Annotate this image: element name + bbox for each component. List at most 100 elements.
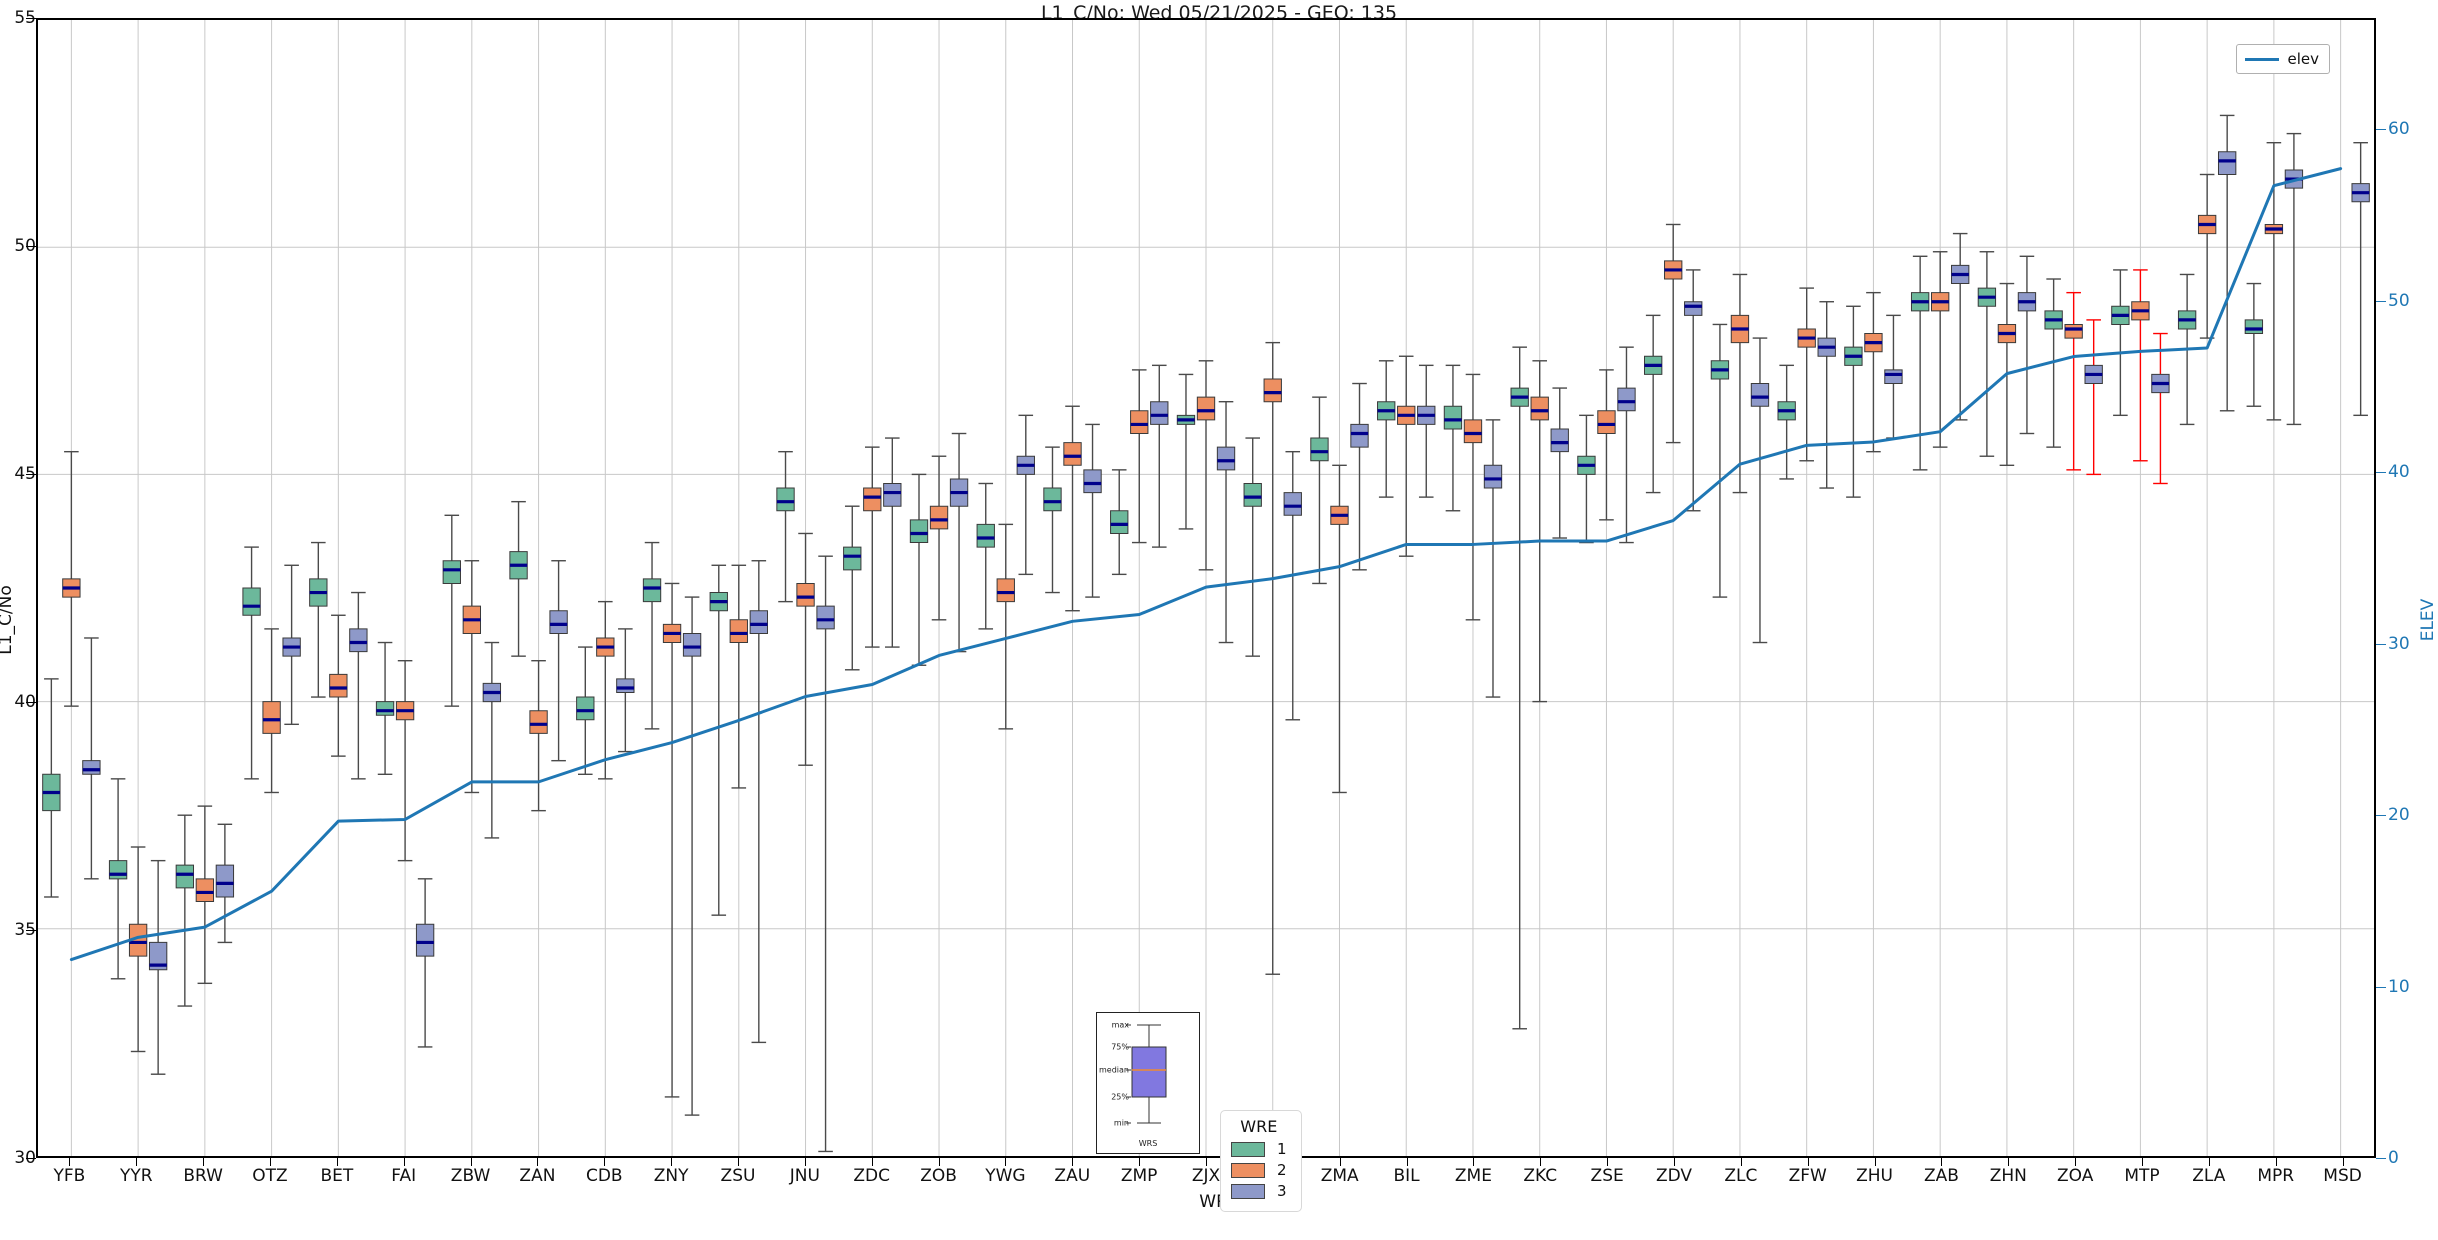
y-axis-tick-label: 55 xyxy=(14,8,36,28)
y-axis-label: L1_C/No xyxy=(0,585,16,655)
x-axis-tick-label-bet: BET xyxy=(320,1166,354,1186)
x-axis-tick-label-zma: ZMA xyxy=(1320,1166,1359,1186)
x-axis-tick-label-cdb: CDB xyxy=(585,1166,623,1186)
y-axis-tick-label: 45 xyxy=(14,464,36,484)
elev-line-swatch xyxy=(2245,57,2280,61)
y-axis-tick-mark xyxy=(26,474,36,475)
x-axis-tick-mark xyxy=(136,1158,138,1166)
x-axis-tick-mark xyxy=(2008,1158,2010,1166)
boxplot-key-label: 75% xyxy=(1111,1042,1129,1052)
x-axis-tick-label-mpr: MPR xyxy=(2257,1166,2295,1186)
x-axis-tick-mark xyxy=(1005,1158,1007,1166)
secondary-y-axis-tick-mark xyxy=(2376,986,2386,988)
x-axis-tick-label-zlc: ZLC xyxy=(1724,1166,1758,1186)
secondary-y-axis-tick-mark xyxy=(2376,300,2386,302)
x-axis-tick-mark xyxy=(671,1158,673,1166)
x-axis-tick-label-yfb: YFB xyxy=(53,1166,86,1186)
boxplot-key-xlabel: WRS xyxy=(1138,1139,1158,1148)
x-axis-tick-mark xyxy=(2142,1158,2143,1166)
x-axis-tick-mark xyxy=(871,1158,873,1166)
boxplot-key-inset: max 75% median 25% min WRS xyxy=(1096,1012,1200,1154)
secondary-y-axis-tick-mark xyxy=(2376,1158,2386,1159)
x-axis-tick-label-zau: ZAU xyxy=(1054,1166,1091,1186)
x-axis-tick-label-zdv: ZDV xyxy=(1655,1166,1693,1186)
secondary-y-axis-tick-label: 0 xyxy=(2388,1148,2399,1168)
wre-color-swatch xyxy=(1231,1183,1265,1199)
x-axis-tick-label-zan: ZAN xyxy=(519,1166,556,1186)
boxplot-key-label: max xyxy=(1111,1020,1129,1030)
plot-area: elev xyxy=(36,18,2376,1158)
x-axis-tick-label-zla: ZLA xyxy=(2192,1166,2226,1186)
x-axis-tick-mark xyxy=(336,1158,338,1166)
x-axis-tick-label-zhu: ZHU xyxy=(1856,1166,1893,1186)
x-axis-tick-mark xyxy=(69,1158,71,1166)
y-axis-tick-mark xyxy=(26,246,36,247)
wre-legend-label: 3 xyxy=(1277,1182,1287,1200)
wre-color-swatch xyxy=(1231,1162,1265,1178)
x-axis-tick-label-zbw: ZBW xyxy=(450,1166,491,1186)
x-axis-tick-label-zoa: ZOA xyxy=(2056,1166,2094,1186)
x-axis-tick-label-yyr: YYR xyxy=(119,1166,153,1186)
x-axis-tick-mark xyxy=(1941,1158,1943,1166)
x-axis-tick-mark xyxy=(2208,1158,2210,1166)
x-axis-tick-mark xyxy=(604,1158,606,1166)
wre-legend-label: 2 xyxy=(1277,1161,1287,1179)
x-axis-tick-label-zab: ZAB xyxy=(1923,1166,1959,1186)
boxplot-key-figure xyxy=(1126,1024,1167,1124)
x-axis-tick-mark xyxy=(2075,1158,2077,1166)
x-axis-tick-label-zse: ZSE xyxy=(1590,1166,1624,1186)
wre-legend-item-3[interactable]: 3 xyxy=(1231,1182,1287,1200)
x-axis-tick-mark xyxy=(537,1158,539,1166)
wre-legend[interactable]: WRE 1 2 3 xyxy=(1220,1110,1302,1212)
x-axis-tick-label-zmp: ZMP xyxy=(1120,1166,1158,1186)
wre-legend-items: 1 2 3 xyxy=(1231,1140,1287,1200)
secondary-y-axis-tick-mark xyxy=(2376,815,2386,817)
y-axis-tick-mark xyxy=(26,930,36,931)
plot-inner xyxy=(38,20,2374,1156)
x-axis-tick-mark xyxy=(1139,1158,1141,1166)
secondary-y-axis-tick-mark xyxy=(2376,129,2386,131)
secondary-y-axis-tick-label: 40 xyxy=(2388,462,2410,483)
x-axis-tick-label-otz: OTZ xyxy=(252,1166,288,1186)
wre-legend-title: WRE xyxy=(1240,1117,1278,1136)
x-axis-tick-mark xyxy=(1206,1158,1207,1166)
x-axis-tick-mark xyxy=(1674,1158,1675,1166)
secondary-y-axis-tick-mark xyxy=(2376,643,2386,645)
elev-legend-label: elev xyxy=(2287,50,2319,68)
x-axis-tick-label-brw: BRW xyxy=(183,1166,223,1186)
x-axis-tick-mark xyxy=(403,1158,405,1166)
x-axis-tick-mark xyxy=(738,1158,739,1166)
x-axis-tick-mark xyxy=(1473,1158,1475,1166)
wre-legend-item-2[interactable]: 2 xyxy=(1231,1161,1287,1179)
y-axis-tick-mark xyxy=(26,18,36,19)
x-axis-tick-label-zme: ZME xyxy=(1454,1166,1492,1186)
boxplot-key-label: min xyxy=(1113,1118,1129,1128)
x-axis-tick-label-ywg: YWG xyxy=(985,1166,1026,1186)
x-axis-tick-label-fai: FAI xyxy=(391,1166,417,1186)
elev-line-series xyxy=(38,20,2374,1156)
x-axis-tick-mark xyxy=(1540,1158,1542,1166)
x-axis-tick-label-zdc: ZDC xyxy=(853,1166,891,1186)
secondary-y-axis-tick-label: 30 xyxy=(2388,633,2410,654)
x-axis-tick-label-zkc: ZKC xyxy=(1523,1166,1558,1186)
x-axis-tick-mark xyxy=(804,1158,806,1166)
y-axis-tick-mark xyxy=(26,702,36,703)
x-axis-tick-label-mtp: MTP xyxy=(2124,1166,2160,1186)
x-axis-tick-mark xyxy=(1740,1158,1742,1166)
x-axis-tick-mark xyxy=(270,1158,271,1166)
x-axis-tick-label-zfw: ZFW xyxy=(1788,1166,1827,1186)
wre-legend-label: 1 xyxy=(1277,1140,1287,1158)
y-axis-tick-label: 30 xyxy=(14,1148,36,1168)
y-axis-tick-mark xyxy=(26,1158,36,1159)
secondary-y-axis-tick-label: 20 xyxy=(2388,805,2410,826)
x-axis-tick-mark xyxy=(203,1158,205,1166)
wre-legend-item-1[interactable]: 1 xyxy=(1231,1140,1287,1158)
x-axis-tick-label-zsu: ZSU xyxy=(720,1166,756,1186)
boxplot-key-label: 25% xyxy=(1111,1092,1129,1102)
y-axis-tick-label: 40 xyxy=(14,692,36,712)
elev-legend[interactable]: elev xyxy=(2236,44,2330,74)
wre-color-swatch xyxy=(1231,1141,1265,1157)
x-axis-tick-mark xyxy=(2342,1158,2344,1166)
x-axis-tick-mark xyxy=(938,1158,940,1166)
